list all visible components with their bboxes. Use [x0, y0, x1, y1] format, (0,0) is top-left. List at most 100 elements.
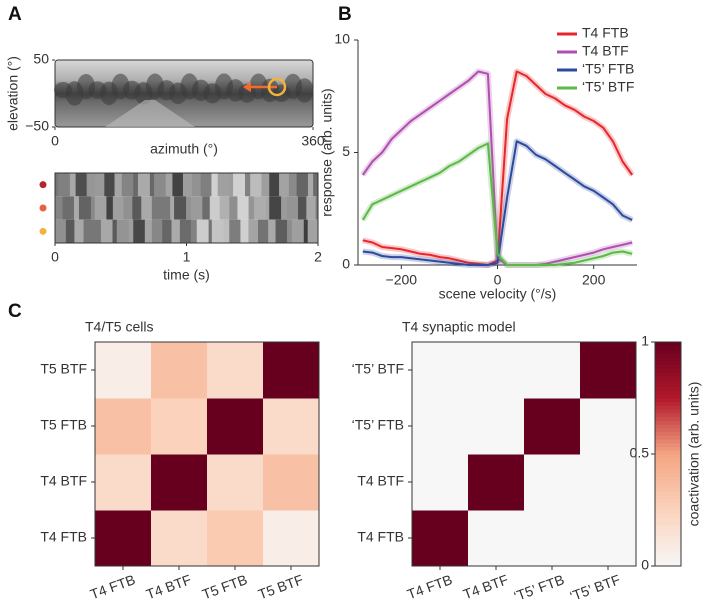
colorbar-step [655, 379, 681, 384]
y-tick-label: 10 [334, 31, 350, 47]
stimulus-stripe [74, 219, 85, 243]
heatmap-cell [207, 342, 264, 399]
stimulus-stripe [65, 219, 75, 243]
y-axis-label: response (arb. units) [319, 88, 335, 216]
colorbar-step [655, 371, 681, 377]
stimulus-stripe [250, 173, 262, 197]
stimulus-stripe [208, 219, 213, 243]
stimulus-stripe [162, 219, 173, 243]
x-tick-label: T4 FTB [88, 571, 137, 602]
colorbar-step [655, 386, 681, 392]
stimulus-stripe [190, 219, 198, 243]
colorbar-step [655, 554, 681, 560]
colorbar-step [655, 375, 681, 380]
stimulus-stripe [149, 173, 155, 197]
stimulus-stripe [58, 173, 71, 197]
stimulus-stripe [307, 219, 319, 243]
stimulus-stripe [55, 219, 67, 243]
heatmap-cell [524, 342, 581, 399]
heatmap-cell [580, 510, 637, 567]
series-line [361, 142, 633, 266]
colorbar-step [655, 476, 681, 481]
stimulus-stripe [116, 219, 130, 243]
colorbar-step [655, 450, 681, 455]
stimulus-stripe [121, 173, 134, 197]
stimulus-stripe [279, 173, 290, 197]
y-tick-label: 5 [342, 143, 350, 159]
colorbar-step [655, 562, 681, 567]
series-line [362, 140, 633, 266]
stimulus-stripe [219, 196, 230, 220]
heatmap-cell [207, 454, 264, 511]
colorbar-step [655, 394, 681, 399]
stimulus-stripe [151, 196, 159, 220]
stimulus-stripe [254, 196, 267, 220]
stimulus-stripe [281, 196, 288, 220]
heatmap-cell [524, 454, 581, 511]
stimulus-stripe [94, 173, 105, 197]
colorbar-step [655, 513, 681, 518]
stimulus-stripe [217, 173, 230, 197]
colorbar-step [655, 543, 681, 548]
stimulus-stripe [112, 219, 118, 243]
stimulus-stripe [245, 173, 251, 197]
x-tick-label: T4 BTF [461, 571, 510, 602]
stimulus-stripe [69, 173, 77, 197]
colorbar-tick-label: 0 [641, 557, 649, 573]
heatmap-cell [524, 510, 581, 567]
heatmap-cell [207, 398, 264, 455]
stimulus-stripe [223, 219, 230, 243]
tree [295, 78, 314, 103]
stimulus-stripe [100, 219, 114, 243]
y-tick-label: 50 [33, 51, 49, 67]
colorbar-step [655, 416, 681, 421]
colorbar-step [655, 539, 681, 545]
colorbar-step [655, 353, 681, 358]
colorbar-step [655, 431, 681, 436]
x-tick-label: 200 [582, 272, 606, 288]
stimulus-stripe [106, 196, 114, 220]
stimulus-stripe [165, 173, 173, 197]
x-tick-label: −200 [386, 272, 418, 288]
stimulus-stripe [209, 196, 221, 220]
x-tick-label: 1 [183, 249, 191, 265]
heatmap-cell [151, 510, 208, 567]
stimulus-stripe [55, 173, 59, 197]
colorbar-step [655, 517, 681, 522]
row-marker [39, 204, 47, 212]
stimulus-stripe [291, 219, 305, 243]
x-tick-label: T5 FTB [200, 571, 249, 602]
stimulus-stripe [269, 173, 280, 197]
heatmap-title: T4 synaptic model [402, 319, 516, 335]
colorbar-step [655, 506, 681, 511]
heatmap-cell [468, 342, 525, 399]
stimulus-stripe [240, 219, 249, 243]
stimulus-stripe [137, 173, 151, 197]
stimulus-stripe [306, 196, 317, 220]
legend-label: ‘T5’ FTB [582, 61, 634, 77]
colorbar-step [655, 390, 681, 395]
colorbar-step [655, 349, 681, 354]
stimulus-stripe [154, 173, 167, 197]
y-tick-label: T4 FTB [357, 529, 404, 545]
colorbar-step [655, 558, 681, 563]
colorbar-step [655, 521, 681, 526]
colorbar-step [655, 442, 681, 448]
colorbar-step [655, 510, 681, 515]
stimulus-stripe [211, 173, 219, 197]
colorbar-step [655, 461, 681, 466]
stimulus-stripe [78, 196, 92, 220]
colorbar-label: coactivation (arb. units) [686, 382, 702, 527]
stimulus-stripe [158, 196, 171, 220]
heatmap-cell [151, 342, 208, 399]
stimulus-stripe [132, 196, 142, 220]
stimulus-stripe [171, 219, 181, 243]
stimulus-stripe [275, 219, 288, 243]
heatmap-cell [468, 510, 525, 567]
stimulus-stripe [315, 196, 319, 220]
x-axis-label: scene velocity (°/s) [439, 286, 557, 302]
colorbar-step [655, 457, 681, 462]
stimulus-stripe [237, 196, 250, 220]
